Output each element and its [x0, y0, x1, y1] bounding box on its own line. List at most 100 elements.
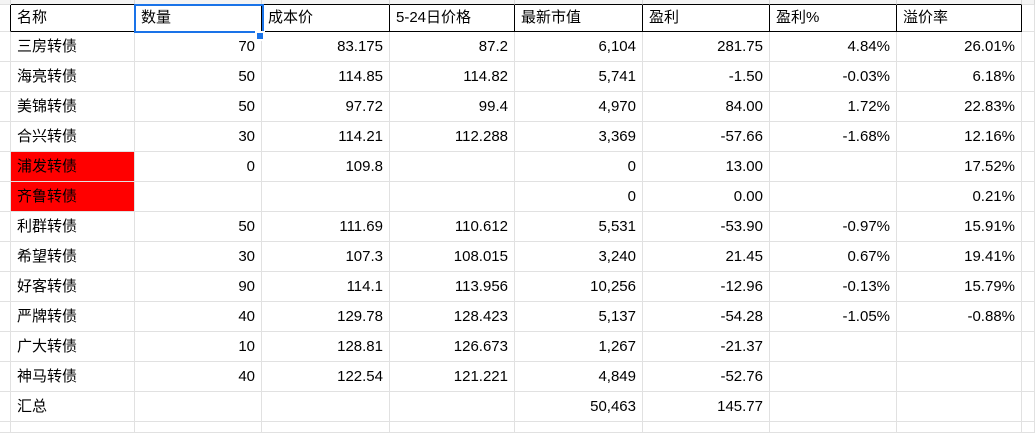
partial-cell[interactable] [135, 422, 262, 433]
cell-profit-pct[interactable]: -0.03% [770, 62, 897, 92]
header-cell-qty-selected[interactable]: 数量 [135, 5, 262, 32]
cell-profit[interactable]: -52.76 [643, 362, 770, 392]
partial-cell[interactable] [0, 122, 11, 152]
partial-cell[interactable] [0, 0, 11, 5]
cell-cost[interactable]: 122.54 [262, 362, 390, 392]
cell-market-value[interactable]: 5,137 [515, 302, 643, 332]
cell-market-value[interactable]: 6,104 [515, 32, 643, 62]
partial-cell[interactable] [390, 422, 515, 433]
header-cell-cost[interactable]: 成本价 [262, 5, 390, 32]
header-cell-profit-pct[interactable]: 盈利% [770, 5, 897, 32]
cell-cost[interactable]: 83.175 [262, 32, 390, 62]
cell-qty[interactable] [135, 392, 262, 422]
cell-premium[interactable] [897, 332, 1022, 362]
cell-qty[interactable]: 50 [135, 212, 262, 242]
cell-premium[interactable]: 15.79% [897, 272, 1022, 302]
partial-cell[interactable] [1022, 212, 1035, 242]
cell-price[interactable]: 114.82 [390, 62, 515, 92]
cell-market-value[interactable]: 3,369 [515, 122, 643, 152]
cell-price[interactable]: 99.4 [390, 92, 515, 122]
cell-name[interactable]: 海亮转债 [11, 62, 135, 92]
cell-profit-pct[interactable] [770, 362, 897, 392]
partial-cell[interactable] [1022, 272, 1035, 302]
cell-cost[interactable]: 129.78 [262, 302, 390, 332]
cell-name[interactable]: 广大转债 [11, 332, 135, 362]
partial-cell[interactable] [515, 0, 643, 5]
cell-profit-pct[interactable]: -0.97% [770, 212, 897, 242]
partial-cell[interactable] [0, 152, 11, 182]
cell-qty[interactable]: 90 [135, 272, 262, 302]
partial-cell[interactable] [0, 62, 11, 92]
cell-price[interactable]: 110.612 [390, 212, 515, 242]
cell-profit[interactable]: 0.00 [643, 182, 770, 212]
cell-market-value[interactable]: 0 [515, 152, 643, 182]
cell-profit[interactable]: -53.90 [643, 212, 770, 242]
cell-price[interactable]: 126.673 [390, 332, 515, 362]
cell-premium[interactable]: 17.52% [897, 152, 1022, 182]
cell-cost[interactable]: 114.1 [262, 272, 390, 302]
cell-profit[interactable]: 281.75 [643, 32, 770, 62]
partial-cell[interactable] [0, 302, 11, 332]
cell-qty[interactable]: 0 [135, 152, 262, 182]
cell-price[interactable]: 121.221 [390, 362, 515, 392]
cell-profit[interactable]: -12.96 [643, 272, 770, 302]
cell-profit-pct[interactable] [770, 182, 897, 212]
fill-handle[interactable] [255, 31, 265, 41]
partial-cell[interactable] [0, 362, 11, 392]
cell-qty[interactable]: 50 [135, 62, 262, 92]
cell-profit[interactable]: -57.66 [643, 122, 770, 152]
cell-qty[interactable]: 70 [135, 32, 262, 62]
partial-cell[interactable] [1022, 62, 1035, 92]
cell-market-value[interactable]: 0 [515, 182, 643, 212]
cell-market-value[interactable]: 5,741 [515, 62, 643, 92]
partial-cell[interactable] [1022, 302, 1035, 332]
partial-cell[interactable] [0, 392, 11, 422]
cell-premium[interactable]: -0.88% [897, 302, 1022, 332]
cell-profit-pct[interactable]: -0.13% [770, 272, 897, 302]
cell-name[interactable]: 希望转债 [11, 242, 135, 272]
partial-cell[interactable] [1022, 332, 1035, 362]
partial-cell[interactable] [0, 182, 11, 212]
cell-premium[interactable]: 0.21% [897, 182, 1022, 212]
partial-cell[interactable] [770, 422, 897, 433]
header-cell-premium[interactable]: 溢价率 [897, 5, 1022, 32]
partial-cell[interactable] [11, 0, 135, 5]
cell-qty[interactable] [135, 182, 262, 212]
cell-market-value[interactable]: 5,531 [515, 212, 643, 242]
cell-name[interactable]: 好客转债 [11, 272, 135, 302]
cell-cost[interactable]: 97.72 [262, 92, 390, 122]
partial-cell[interactable] [1022, 5, 1035, 32]
partial-cell[interactable] [1022, 182, 1035, 212]
partial-cell[interactable] [262, 422, 390, 433]
cell-premium[interactable]: 12.16% [897, 122, 1022, 152]
cell-qty[interactable]: 10 [135, 332, 262, 362]
cell-market-value[interactable]: 3,240 [515, 242, 643, 272]
cell-profit[interactable]: 13.00 [643, 152, 770, 182]
partial-cell[interactable] [0, 422, 11, 433]
cell-premium[interactable]: 26.01% [897, 32, 1022, 62]
cell-qty[interactable]: 50 [135, 92, 262, 122]
cell-cost[interactable]: 107.3 [262, 242, 390, 272]
partial-cell[interactable] [0, 92, 11, 122]
cell-cost[interactable]: 111.69 [262, 212, 390, 242]
cell-price[interactable]: 108.015 [390, 242, 515, 272]
cell-price[interactable]: 128.423 [390, 302, 515, 332]
partial-cell[interactable] [1022, 152, 1035, 182]
cell-profit-pct[interactable] [770, 392, 897, 422]
partial-cell[interactable] [1022, 32, 1035, 62]
partial-cell[interactable] [0, 212, 11, 242]
partial-cell[interactable] [0, 272, 11, 302]
cell-profit[interactable]: 21.45 [643, 242, 770, 272]
partial-cell[interactable] [262, 0, 390, 5]
cell-name[interactable]: 三房转债 [11, 32, 135, 62]
cell-qty[interactable]: 40 [135, 302, 262, 332]
cell-name[interactable]: 浦发转债 [11, 152, 135, 182]
partial-cell[interactable] [643, 0, 770, 5]
cell-profit[interactable]: -54.28 [643, 302, 770, 332]
partial-cell[interactable] [1022, 92, 1035, 122]
cell-price[interactable]: 113.956 [390, 272, 515, 302]
partial-cell[interactable] [897, 422, 1022, 433]
partial-cell[interactable] [0, 242, 11, 272]
cell-cost[interactable]: 114.85 [262, 62, 390, 92]
partial-cell[interactable] [643, 422, 770, 433]
